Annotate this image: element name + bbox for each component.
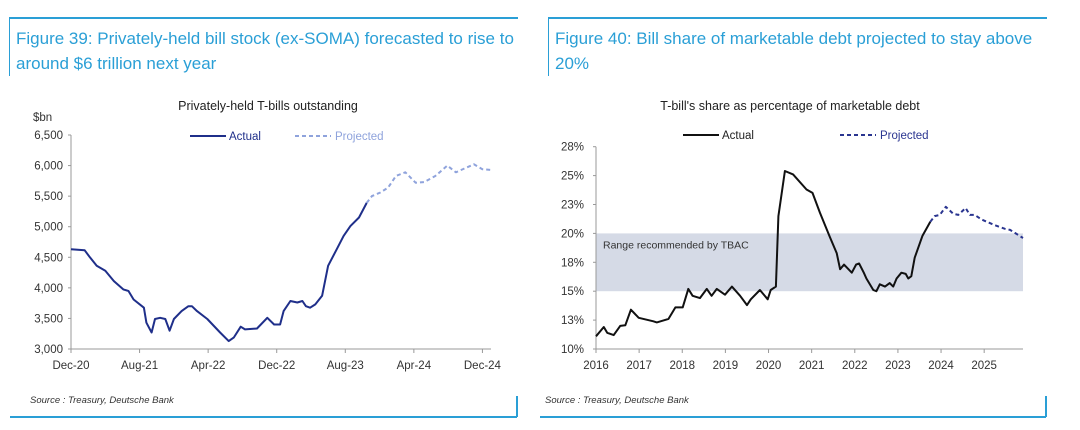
x-tick-label: Dec-20 xyxy=(52,360,89,372)
x-tick-label: Apr-22 xyxy=(191,360,226,372)
figure-40-side-rule xyxy=(1045,396,1047,417)
figure-39-side-rule xyxy=(516,396,518,417)
x-tick-label: 2022 xyxy=(842,360,868,372)
y-tick-label: 4,500 xyxy=(34,252,63,264)
x-tick-label: 2017 xyxy=(626,360,652,372)
x-tick-label: 2019 xyxy=(713,360,739,372)
legend-label-actual: Actual xyxy=(722,130,754,142)
y-tick-label: 25% xyxy=(561,171,584,183)
series-line-actual xyxy=(70,202,368,343)
figure-40-title: Figure 40: Bill share of marketable debt… xyxy=(548,19,1045,76)
chart-private-tbills: Privately-held T-bills outstanding $bn 3,0… xyxy=(33,99,502,372)
figure-40-bottom-rule xyxy=(540,416,1046,418)
y-tick-label: 28% xyxy=(561,142,584,154)
tbac-range-band xyxy=(596,233,1023,292)
y-tick-label: 6,500 xyxy=(34,130,63,142)
legend-label-projected: Projected xyxy=(880,130,929,142)
figure-39-source: Source : Treasury, Deutsche Bank xyxy=(30,395,174,406)
x-tick-label: 2016 xyxy=(583,360,609,372)
x-tick-label: Dec-24 xyxy=(464,360,502,372)
legend-label-actual: Actual xyxy=(229,131,261,143)
series-line-projected xyxy=(929,205,1024,239)
y-tick-label: 5,500 xyxy=(34,191,63,203)
y-tick-label: 20% xyxy=(561,228,584,240)
x-tick-label: 2025 xyxy=(971,360,997,372)
x-tick-label: Dec-22 xyxy=(258,360,295,372)
x-tick-label: Apr-24 xyxy=(397,360,432,372)
figure-39-bottom-rule xyxy=(10,416,517,418)
tbac-range-label: Range recommended by TBAC xyxy=(603,239,749,251)
x-tick-label: 2021 xyxy=(799,360,825,372)
figure-39-top-rule xyxy=(9,17,518,19)
y-tick-label: 18% xyxy=(561,257,584,269)
y-tick-label: 3,500 xyxy=(34,313,63,325)
x-tick-label: 2018 xyxy=(669,360,695,372)
x-tick-label: 2020 xyxy=(756,360,782,372)
x-tick-label: 2024 xyxy=(928,360,954,372)
y-tick-label: 15% xyxy=(561,286,584,298)
y-tick-label: 4,000 xyxy=(34,283,63,295)
y-tick-label: 10% xyxy=(561,344,584,356)
y-tick-label: 13% xyxy=(561,315,584,327)
y-axis-label: $bn xyxy=(33,112,52,124)
y-tick-label: 23% xyxy=(561,200,584,212)
chart-title: Privately-held T-bills outstanding xyxy=(178,99,358,113)
legend-label-projected: Projected xyxy=(335,131,384,143)
x-tick-label: 2023 xyxy=(885,360,911,372)
series-line-actual xyxy=(595,170,932,337)
figure-39-title: Figure 39: Privately-held bill stock (ex… xyxy=(9,19,516,76)
figure-40-source: Source : Treasury, Deutsche Bank xyxy=(545,395,689,406)
figure-40-top-rule xyxy=(548,17,1047,19)
y-tick-label: 3,000 xyxy=(34,344,63,356)
y-tick-label: 6,000 xyxy=(34,161,63,173)
x-tick-label: Aug-23 xyxy=(327,360,364,372)
x-tick-label: Aug-21 xyxy=(121,360,158,372)
y-tick-label: 5,000 xyxy=(34,222,63,234)
chart-title: T-bill's share as percentage of marketab… xyxy=(660,99,920,113)
